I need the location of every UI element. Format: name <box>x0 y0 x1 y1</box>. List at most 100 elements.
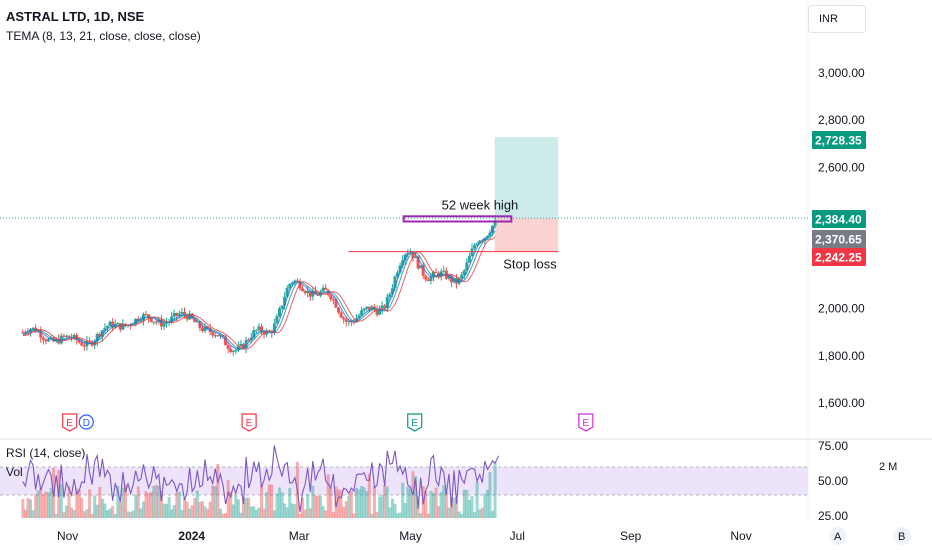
volume-bar <box>388 507 392 518</box>
candle-body <box>247 339 251 341</box>
candle-body <box>67 335 71 338</box>
candle-body <box>254 330 258 332</box>
annotation-52-week-high: 52 week high <box>442 197 519 212</box>
volume-bar <box>118 501 122 518</box>
volume-bar <box>475 481 479 518</box>
volume-bar <box>177 491 181 518</box>
volume-bar <box>429 490 433 518</box>
volume-bar <box>403 502 407 518</box>
volume-bar <box>465 489 469 518</box>
price-label: 2,242.25 <box>815 251 862 265</box>
candle-body <box>467 256 471 263</box>
volume-bar <box>414 476 418 518</box>
volume-bar <box>265 492 269 518</box>
candle-body <box>46 339 50 342</box>
volume-bar <box>470 496 474 518</box>
volume-bar <box>321 506 325 518</box>
candle-body <box>147 314 151 319</box>
volume-bar <box>193 497 197 518</box>
volume-bar <box>82 511 86 518</box>
volume-bar <box>88 489 92 518</box>
volume-bar <box>396 513 400 518</box>
candle-body <box>64 335 68 337</box>
volume-bar <box>218 508 222 518</box>
rsi-legend[interactable]: RSI (14, close) <box>6 446 86 460</box>
volume-bar <box>375 511 379 518</box>
price-tick-label: 2,600.00 <box>818 160 865 174</box>
candle-body <box>31 327 35 330</box>
candle-body <box>342 317 346 320</box>
time-axis-label: May <box>399 529 422 543</box>
volume-bar <box>301 497 305 518</box>
candle-body <box>41 337 45 340</box>
candle-body <box>462 270 466 275</box>
volume-bar <box>480 507 484 518</box>
volume-bar <box>337 489 341 518</box>
currency-selector[interactable]: INR <box>808 5 866 33</box>
earnings-marker <box>407 413 423 432</box>
candle-body <box>95 333 99 342</box>
candle-body <box>185 314 189 320</box>
candle-body <box>177 313 181 316</box>
indicator-legend[interactable]: TEMA (8, 13, 21, close, close, close) <box>6 29 201 43</box>
time-axis-label: Nov <box>730 529 751 543</box>
candle-body <box>475 243 479 246</box>
volume-bar <box>342 507 346 518</box>
candle-body <box>447 275 451 279</box>
candle-body <box>303 291 307 294</box>
volume-bar <box>398 512 402 518</box>
volume-bar <box>385 486 389 518</box>
candle-body <box>424 275 428 280</box>
volume-bar <box>288 487 292 518</box>
volume-bar <box>457 511 461 518</box>
candle-body <box>493 220 497 226</box>
volume-bar <box>408 488 412 518</box>
candle-body <box>257 326 261 331</box>
price-tick-label: 1,600.00 <box>818 396 865 410</box>
candle-body <box>98 333 102 337</box>
candle-body <box>426 279 430 281</box>
volume-bar <box>270 484 274 518</box>
volume-bar <box>46 492 50 518</box>
footer-button-a[interactable] <box>829 527 847 545</box>
candle-body <box>152 321 156 323</box>
event-label: E <box>582 418 589 429</box>
price-label: 2,728.35 <box>815 134 862 148</box>
candle-body <box>180 312 184 314</box>
volume-bar <box>473 512 477 518</box>
candle-body <box>385 296 389 308</box>
volume-bar <box>442 485 446 518</box>
candle-body <box>290 282 294 285</box>
candle-body <box>480 240 484 242</box>
volume-bar <box>491 510 495 518</box>
earnings-marker <box>62 413 78 432</box>
volume-bar <box>175 492 179 518</box>
dividend-marker <box>78 414 94 430</box>
tema-slow-line <box>22 236 496 350</box>
volume-bar <box>198 501 202 518</box>
candle-body <box>106 326 110 328</box>
tema-fast-line <box>22 226 496 350</box>
volume-bar <box>108 508 112 518</box>
volume-bar <box>393 503 397 518</box>
candle-body <box>80 342 84 346</box>
candle-body <box>260 326 264 332</box>
candle-body <box>213 335 217 337</box>
candle-body <box>365 306 369 309</box>
volume-bar <box>239 512 243 518</box>
price-label-bg <box>812 131 866 149</box>
footer-button-b[interactable] <box>893 527 911 545</box>
volume-bar <box>100 498 104 518</box>
event-label: E <box>246 418 253 429</box>
candle-body <box>288 284 292 288</box>
volume-bar <box>449 496 453 518</box>
candle-body <box>396 272 400 277</box>
volume-bar <box>406 486 410 518</box>
candle-body <box>403 254 407 261</box>
candle-body <box>357 315 361 319</box>
volume-legend[interactable]: Vol <box>6 465 23 479</box>
volume-bar <box>134 494 138 518</box>
volume-bar <box>478 509 482 518</box>
volume-bar <box>493 462 497 518</box>
